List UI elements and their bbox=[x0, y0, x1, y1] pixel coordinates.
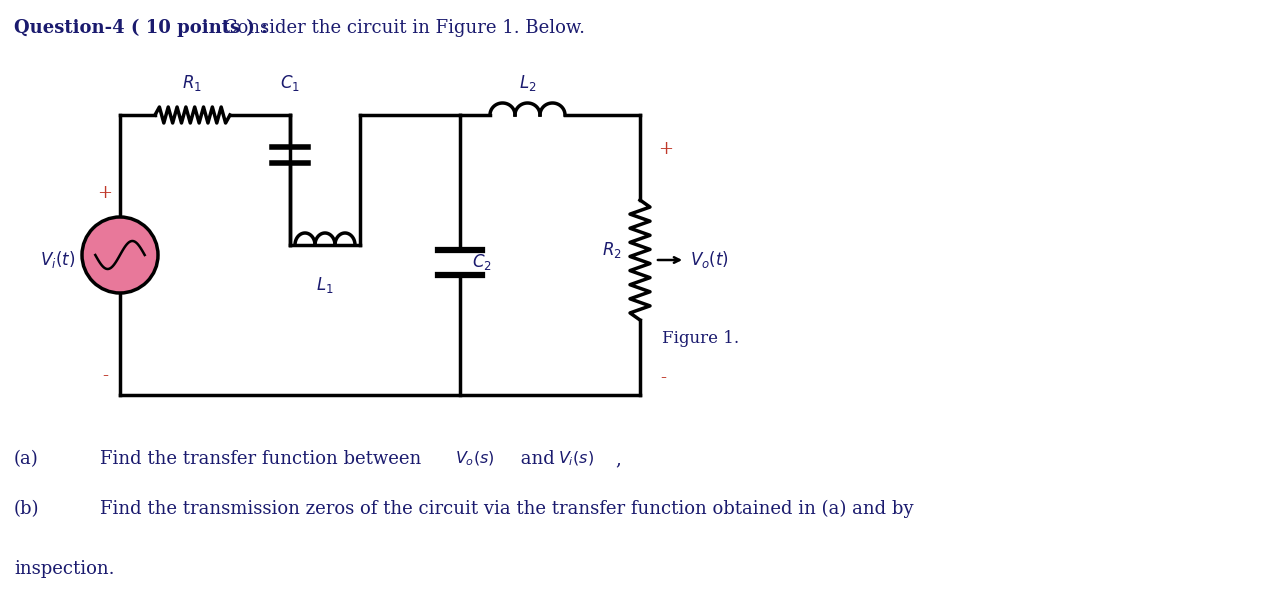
Text: $L_2$: $L_2$ bbox=[519, 73, 536, 93]
Text: +: + bbox=[97, 184, 113, 202]
Text: +: + bbox=[658, 140, 673, 158]
Text: $R_1$: $R_1$ bbox=[182, 73, 202, 93]
Text: $V_o(s)$: $V_o(s)$ bbox=[455, 450, 495, 468]
Text: Consider the circuit in Figure 1. Below.: Consider the circuit in Figure 1. Below. bbox=[218, 19, 584, 37]
Circle shape bbox=[82, 217, 158, 293]
Text: inspection.: inspection. bbox=[14, 560, 115, 578]
Text: ,: , bbox=[615, 450, 621, 468]
Text: Question-4 ( 10 points ) :: Question-4 ( 10 points ) : bbox=[14, 19, 268, 37]
Text: (a): (a) bbox=[14, 450, 39, 468]
Text: $V_o(t)$: $V_o(t)$ bbox=[689, 250, 729, 270]
Text: -: - bbox=[660, 369, 665, 387]
Text: $R_2$: $R_2$ bbox=[602, 240, 622, 260]
Text: Figure 1.: Figure 1. bbox=[662, 330, 739, 347]
Text: $C_2$: $C_2$ bbox=[472, 253, 492, 273]
Text: $C_1$: $C_1$ bbox=[280, 73, 300, 93]
Text: -: - bbox=[102, 367, 108, 385]
Text: and: and bbox=[515, 450, 560, 468]
Text: $L_1$: $L_1$ bbox=[316, 275, 334, 295]
Text: (b): (b) bbox=[14, 500, 39, 518]
Text: Find the transmission zeros of the circuit via the transfer function obtained in: Find the transmission zeros of the circu… bbox=[100, 500, 913, 518]
Text: $V_i(t)$: $V_i(t)$ bbox=[39, 250, 75, 270]
Text: $V_i(s)$: $V_i(s)$ bbox=[558, 450, 595, 468]
Text: Find the transfer function between: Find the transfer function between bbox=[100, 450, 428, 468]
